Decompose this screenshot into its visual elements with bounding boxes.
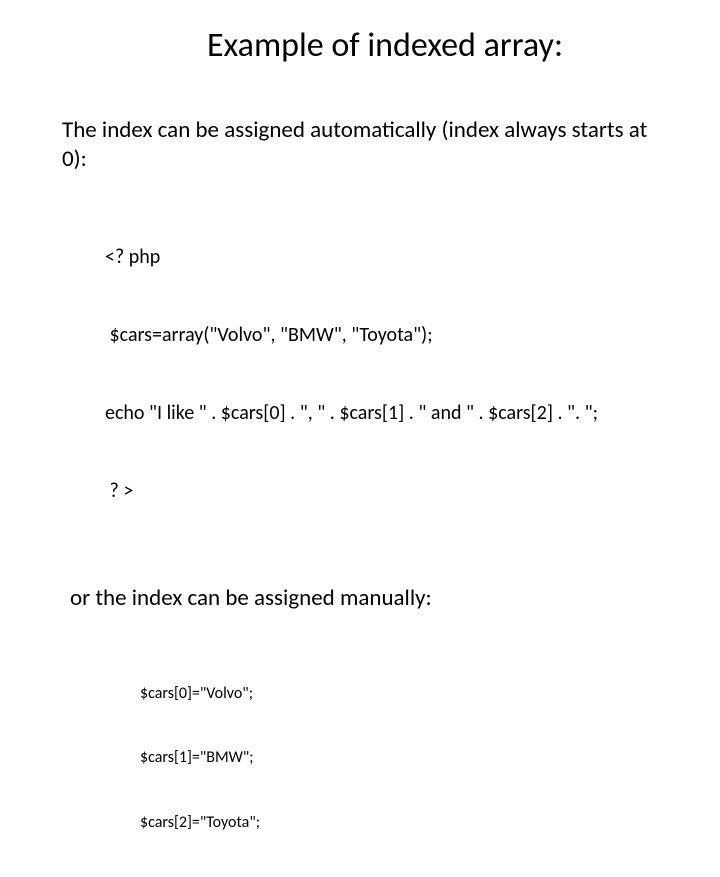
code-line: $cars[0]="Volvo";	[140, 683, 670, 705]
code-block-manual: $cars[0]="Volvo"; $cars[1]="BMW"; $cars[…	[140, 640, 670, 877]
slide-container: Example of indexed array: The index can …	[0, 0, 720, 540]
code-line: echo "I like " . $cars[0] . ", " . $cars…	[105, 400, 670, 426]
code-block-auto: <? php $cars=array("Volvo", "BMW", "Toyo…	[105, 192, 670, 556]
code-line: <? php	[105, 244, 670, 270]
or-paragraph: or the index can be assigned manually:	[70, 584, 670, 612]
slide-title: Example of indexed array:	[50, 25, 670, 66]
code-line: $cars[2]="Toyota";	[140, 812, 670, 834]
code-line: ? >	[105, 478, 670, 504]
intro-paragraph: The index can be assigned automatically …	[62, 116, 670, 174]
code-line: $cars[1]="BMW";	[140, 747, 670, 769]
code-line: $cars=array("Volvo", "BMW", "Toyota");	[105, 322, 670, 348]
